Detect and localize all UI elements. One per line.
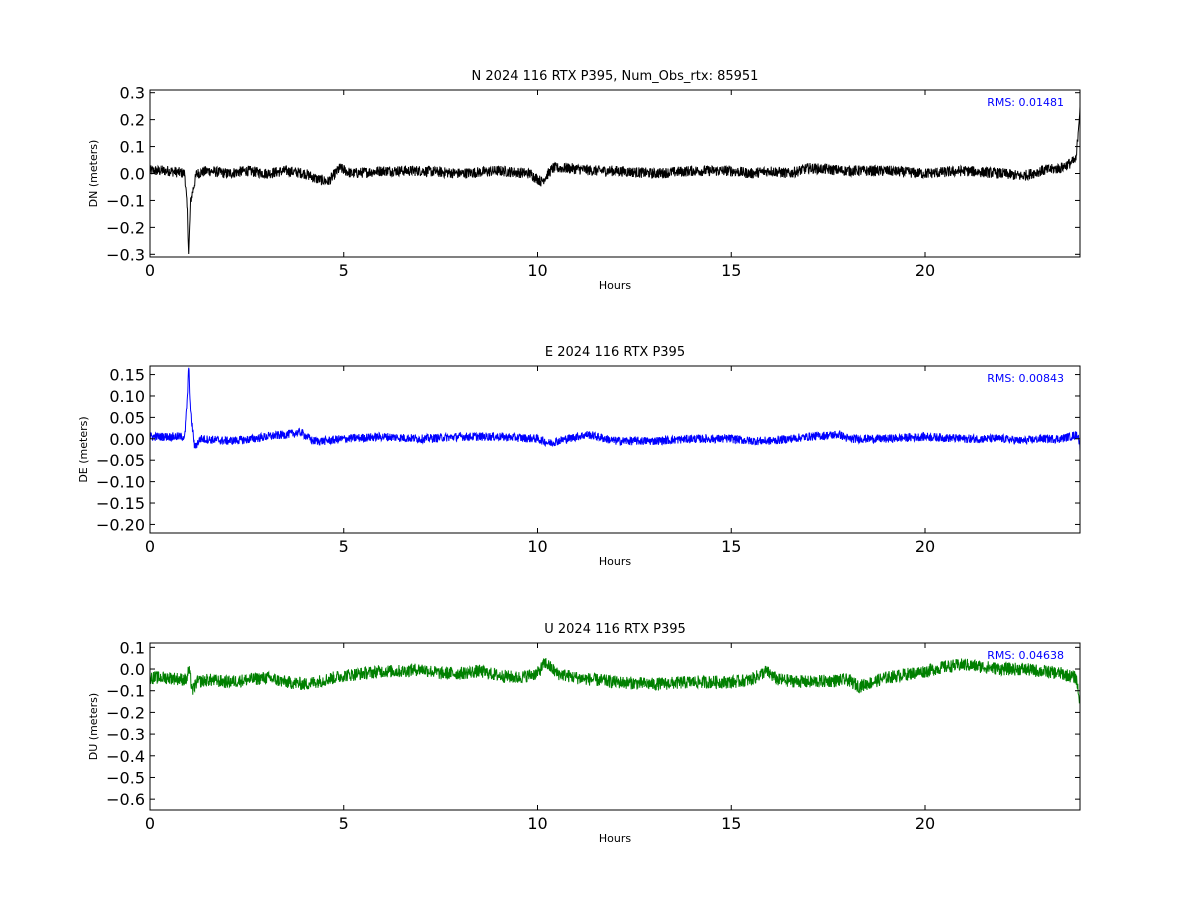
y-tick-label: −0.3 [106,725,145,744]
x-axis-label: Hours [599,279,631,292]
y-tick-label: −0.1 [106,682,145,701]
panel-up: 0 5 10 15 20 0.1 0.0 −0.1 −0.2 −0.3 −0.4 −0.5 −0.6 U … [87,622,1081,845]
x-tick-label: 0 [145,261,155,280]
x-axis-label: Hours [599,555,631,568]
y-tick-label: 0.2 [120,111,145,130]
x-tick-label: 15 [721,537,741,556]
plot-frame [149,642,1081,811]
data-line-0 [150,367,1080,452]
y-axis-label: DN (meters) [87,140,100,208]
y-tick-label: −0.15 [96,494,145,513]
chart-title: U 2024 116 RTX P395 [544,622,686,637]
rms-annotation: RMS: 0.04638 [987,649,1064,662]
y-tick-label: 0.10 [109,387,145,406]
y-tick-label: −0.05 [96,451,145,470]
x-tick-label: 5 [339,537,349,556]
x-tick-label: 0 [145,537,155,556]
rms-annotation: RMS: 0.01481 [987,96,1064,109]
panel-east: 0 5 10 15 20 0.15 0.10 0.05 0.00 −0.05 −0.10 −0.15 −… [77,345,1081,568]
panel-north: 0 5 10 15 20 0.3 0.2 0.1 0.0 −0.1 −0.2 −0.3 N 2024 1… [87,69,1081,292]
y-tick-label: −0.5 [106,768,145,787]
x-tick-label: 0 [145,814,155,833]
x-tick-label: 15 [721,814,741,833]
x-tick-label: 10 [527,814,547,833]
x-axis-label: Hours [599,832,631,845]
y-tick-label: −0.3 [106,245,145,264]
plot-frame [149,365,1081,534]
rms-annotation: RMS: 0.00843 [987,372,1064,385]
data-line-0 [150,657,1080,704]
y-tick-label: 0.1 [120,638,145,657]
y-tick-label: 0.00 [109,430,145,449]
data-line-0 [150,106,1080,255]
y-tick-label: −0.10 [96,473,145,492]
x-tick-label: 20 [915,537,935,556]
chart-title: E 2024 116 RTX P395 [545,345,685,360]
y-axis-label: DU (meters) [87,693,100,760]
y-tick-label: 0.0 [120,660,145,679]
y-tick-label: 0.0 [120,165,145,184]
x-tick-label: 20 [915,261,935,280]
x-tick-label: 10 [527,537,547,556]
y-tick-label: −0.4 [106,747,145,766]
x-tick-label: 5 [339,814,349,833]
y-tick-label: 0.15 [109,366,145,385]
y-tick-label: −0.20 [96,515,145,534]
x-tick-label: 20 [915,814,935,833]
y-tick-label: −0.1 [106,191,145,210]
y-tick-label: 0.1 [120,138,145,157]
y-tick-label: −0.2 [106,703,145,722]
x-tick-label: 15 [721,261,741,280]
x-tick-label: 5 [339,261,349,280]
y-tick-label: 0.3 [120,84,145,103]
chart-title: N 2024 116 RTX P395, Num_Obs_rtx: 85951 [472,69,759,84]
x-tick-label: 10 [527,261,547,280]
y-axis-label: DE (meters) [77,416,90,482]
y-tick-label: −0.6 [106,790,145,809]
y-tick-label: −0.2 [106,218,145,237]
y-tick-label: 0.05 [109,408,145,427]
